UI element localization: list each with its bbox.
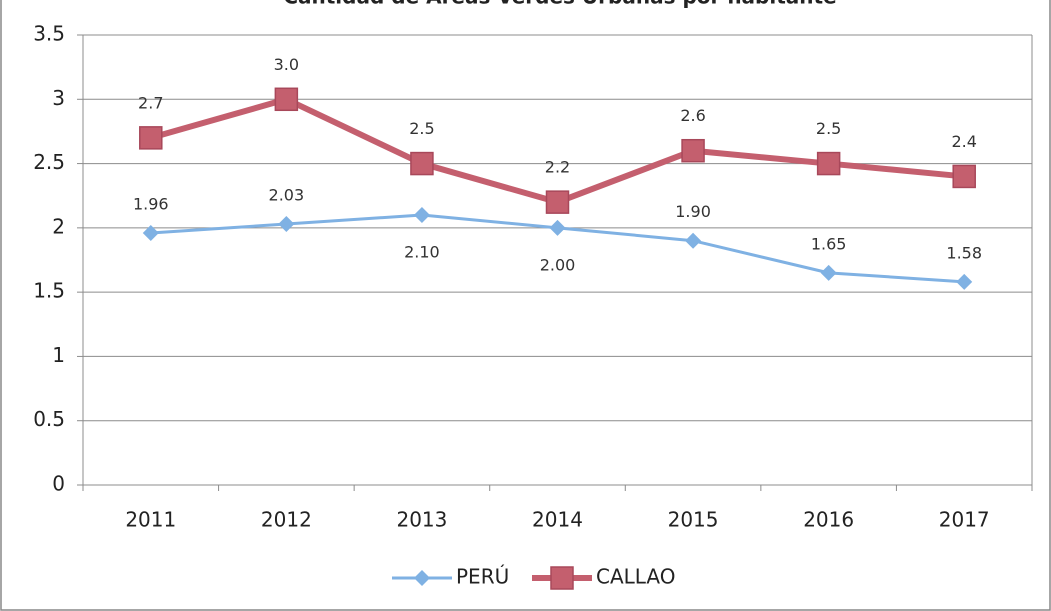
- data-label: 2.5: [409, 119, 434, 138]
- data-label: 2.4: [951, 132, 976, 151]
- y-tick-label: 0: [52, 472, 65, 496]
- x-tick-label: 2017: [939, 508, 990, 532]
- data-point: [956, 273, 973, 290]
- data-point: [274, 87, 299, 112]
- y-tick-label: 2: [52, 214, 65, 238]
- legend-label: CALLAO: [596, 565, 675, 589]
- data-point: [413, 207, 430, 223]
- data-label: 2.7: [138, 93, 163, 112]
- chart-title: Cantidad de Áreas Verdes Urbanas por hab…: [283, 0, 836, 9]
- y-tick-label: 3: [52, 86, 65, 110]
- y-tick-label: 3.5: [33, 22, 65, 46]
- data-point: [142, 225, 159, 241]
- x-tick-label: 2013: [396, 508, 447, 532]
- data-point: [139, 126, 163, 150]
- data-label: 3.0: [274, 55, 299, 74]
- data-label: 1.90: [675, 202, 711, 221]
- y-tick-label: 1: [52, 343, 65, 367]
- data-point: [685, 232, 702, 249]
- data-label: 2.00: [540, 255, 576, 274]
- data-point: [820, 264, 837, 281]
- x-tick-label: 2011: [125, 508, 176, 532]
- x-tick-label: 2015: [668, 508, 719, 532]
- data-label: 2.10: [404, 243, 440, 262]
- legend-marker: [414, 570, 430, 586]
- data-label: 2.6: [680, 106, 705, 125]
- y-tick-label: 0.5: [33, 407, 65, 431]
- data-point: [952, 164, 976, 189]
- y-tick-label: 2.5: [33, 150, 65, 174]
- x-tick-label: 2014: [532, 508, 583, 532]
- legend-label: PERÚ: [456, 565, 509, 589]
- data-label: 2.2: [545, 158, 570, 177]
- x-tick-label: 2012: [261, 508, 312, 532]
- data-point: [549, 219, 566, 236]
- data-label: 1.58: [946, 243, 982, 262]
- data-point: [545, 190, 570, 214]
- legend-marker: [550, 566, 574, 590]
- data-point: [681, 138, 705, 163]
- data-point: [278, 216, 295, 232]
- y-tick-label: 1.5: [33, 279, 65, 303]
- data-label: 2.03: [269, 186, 305, 205]
- data-label: 1.65: [811, 234, 847, 253]
- data-label: 1.96: [133, 195, 169, 214]
- data-point: [410, 151, 434, 176]
- x-tick-label: 2016: [803, 508, 854, 532]
- data-label: 2.5: [816, 119, 841, 138]
- data-point: [816, 151, 841, 176]
